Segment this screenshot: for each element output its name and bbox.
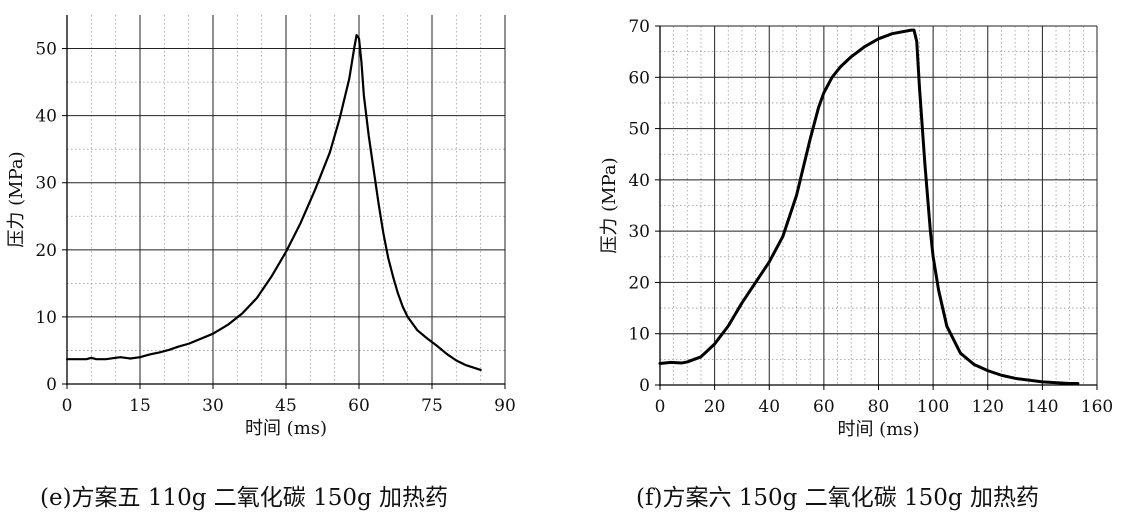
y-tick-label: 10 bbox=[35, 308, 57, 328]
y-tick-label: 20 bbox=[628, 273, 650, 293]
y-tick-label: 10 bbox=[628, 325, 650, 345]
x-tick-label: 80 bbox=[868, 397, 890, 417]
y-axis-title: 压力 (MPa) bbox=[6, 151, 27, 247]
y-tick-label: 50 bbox=[628, 120, 650, 140]
y-tick-label: 0 bbox=[639, 376, 650, 396]
x-tick-label: 0 bbox=[62, 396, 73, 416]
x-tick-label: 0 bbox=[655, 397, 666, 417]
series-line bbox=[65, 34, 482, 372]
x-tick-label: 100 bbox=[917, 397, 949, 417]
grid bbox=[660, 25, 1098, 385]
x-tick-label: 15 bbox=[129, 396, 151, 416]
y-tick-label: 50 bbox=[35, 40, 57, 60]
x-tick-label: 60 bbox=[813, 397, 835, 417]
x-tick-label: 20 bbox=[704, 397, 726, 417]
caption-e: (e)方案五 110g 二氧化碳 150g 加热药 bbox=[40, 485, 449, 511]
x-tick-label: 45 bbox=[275, 396, 297, 416]
x-axis-title: 时间 (ms) bbox=[837, 419, 919, 440]
x-tick-label: 40 bbox=[758, 397, 780, 417]
y-tick-label: 40 bbox=[628, 171, 650, 191]
y-tick-label: 40 bbox=[35, 107, 57, 127]
y-axis-title: 压力 (MPa) bbox=[599, 157, 620, 253]
y-tick-label: 70 bbox=[628, 17, 650, 37]
y-tick-label: 60 bbox=[628, 68, 650, 88]
chart-e: 0 15 30 45 60 75 90 0 10 20 30 40 50 时间 (ms) 压力 (MPa) bbox=[6, 15, 516, 439]
grid bbox=[67, 15, 506, 384]
x-tick-label: 120 bbox=[972, 397, 1004, 417]
x-tick-label: 30 bbox=[202, 396, 224, 416]
x-tick-label: 140 bbox=[1026, 397, 1058, 417]
x-axis-title: 时间 (ms) bbox=[245, 418, 327, 439]
x-tick-label: 60 bbox=[348, 396, 370, 416]
x-tick-label: 90 bbox=[494, 396, 516, 416]
x-tick-label: 75 bbox=[421, 396, 443, 416]
y-tick-label: 0 bbox=[46, 375, 57, 395]
y-tick-label: 30 bbox=[35, 174, 57, 194]
series-line bbox=[658, 28, 1080, 385]
y-tick-label: 20 bbox=[35, 241, 57, 261]
chart-f: 0 20 40 60 80 100 120 140 160 0 10 20 30 40 50 60 70 时间 (… bbox=[599, 17, 1113, 440]
caption-f: (f)方案六 150g 二氧化碳 150g 加热药 bbox=[636, 485, 1039, 511]
x-tick-label: 160 bbox=[1081, 397, 1113, 417]
y-tick-label: 30 bbox=[628, 222, 650, 242]
